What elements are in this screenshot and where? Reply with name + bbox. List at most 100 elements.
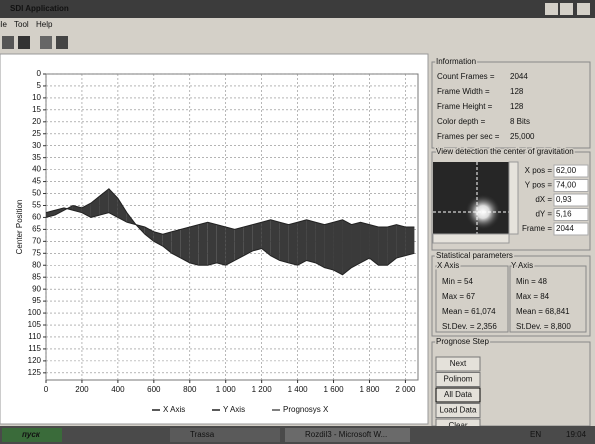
y-tick-label: 20: [32, 117, 41, 126]
x-tick-label: 1 400: [288, 385, 309, 394]
stat-row: Min = 48: [516, 277, 547, 286]
window-title: SDI Application: [10, 4, 69, 13]
stat-row: St.Dev. = 2,356: [442, 322, 497, 331]
info-label: Color depth =: [437, 117, 486, 126]
view-label: dY =: [535, 210, 552, 219]
minimize-button[interactable]: [545, 3, 558, 15]
y-tick-label: 120: [28, 356, 42, 365]
close-button[interactable]: [577, 3, 590, 15]
app-window: SDI ApplicationFileToolHelp0510152025303…: [0, 0, 595, 444]
y-axis-label: Center Position: [15, 200, 24, 255]
y-tick-label: 40: [32, 165, 41, 174]
button-label: All Data: [444, 390, 473, 399]
stat-row: Mean = 61,074: [442, 307, 496, 316]
button-label: Load Data: [440, 406, 477, 415]
y-tick-label: 105: [28, 320, 42, 329]
y-tick-label: 80: [32, 260, 41, 269]
gap-fill: [396, 225, 405, 258]
menu-item: File: [0, 20, 7, 29]
y-tick-label: 50: [32, 189, 41, 198]
y-tick-label: 60: [32, 213, 41, 222]
gap-fill: [253, 222, 262, 251]
gap-fill: [378, 227, 387, 265]
x-tick-label: 600: [147, 385, 161, 394]
info-value: 25,000: [510, 132, 535, 141]
y-tick-label: 70: [32, 236, 41, 245]
view-label: Y pos =: [525, 181, 553, 190]
y-tick-label: 115: [28, 344, 41, 353]
x-tick-label: 200: [75, 385, 89, 394]
info-label: Frame Height =: [437, 102, 493, 111]
h-scrollbar[interactable]: [433, 234, 509, 243]
gap-fill: [217, 225, 226, 266]
group-title: Information: [436, 57, 476, 66]
menu-item: Help: [36, 20, 53, 29]
info-value: 128: [510, 87, 524, 96]
y-tick-label: 125: [28, 368, 42, 377]
y-tick-label: 65: [32, 225, 41, 234]
info-value: 2044: [510, 72, 528, 81]
title-bar: [0, 0, 595, 18]
x-tick-label: 1 200: [252, 385, 273, 394]
gap-fill: [181, 227, 190, 263]
x-tick-label: 1 600: [324, 385, 345, 394]
page: {"window": {"title": "SDI Application", …: [0, 0, 595, 444]
stat-row: Max = 84: [516, 292, 550, 301]
clock: 19:04: [566, 430, 587, 439]
y-tick-label: 95: [32, 296, 41, 305]
open-icon[interactable]: [2, 36, 14, 49]
gap-fill: [352, 222, 361, 267]
gap-fill: [199, 222, 208, 265]
gap-fill: [208, 222, 217, 265]
stat-row: Min = 54: [442, 277, 473, 286]
gap-fill: [289, 222, 298, 265]
info-label: Frames per sec =: [437, 132, 500, 141]
save-icon[interactable]: [18, 36, 30, 49]
maximize-button[interactable]: [560, 3, 573, 15]
view-label: Frame =: [522, 224, 552, 233]
y-tick-label: 5: [37, 81, 42, 90]
stat-title: X Axis: [437, 261, 459, 270]
y-tick-label: 0: [37, 69, 42, 78]
info-label: Frame Width =: [437, 87, 490, 96]
task-label: Rozdil3 - Microsoft W...: [305, 430, 387, 439]
gap-fill: [271, 220, 280, 261]
legend-label: X Axis: [163, 405, 185, 414]
view-value: 62,00: [556, 166, 577, 175]
y-tick-label: 35: [32, 153, 41, 162]
y-tick-label: 90: [32, 284, 41, 293]
gap-fill: [226, 227, 235, 265]
task-label: Trassa: [190, 430, 215, 439]
legend-label: Y Axis: [223, 405, 245, 414]
gap-fill: [325, 222, 334, 270]
group-title: Prognose Step: [436, 337, 489, 346]
view-label: X pos =: [525, 166, 553, 175]
v-scrollbar[interactable]: [509, 162, 518, 234]
stat-row: Mean = 68,841: [516, 307, 570, 316]
button-label: Next: [450, 359, 467, 368]
gap-fill: [360, 222, 369, 263]
y-tick-label: 25: [32, 129, 41, 138]
stat-row: St.Dev. = 8,800: [516, 322, 571, 331]
gap-fill: [244, 225, 253, 256]
view-icon[interactable]: [40, 36, 52, 49]
gap-fill: [334, 220, 343, 275]
y-tick-label: 15: [32, 105, 41, 114]
menu-item: Tool: [14, 20, 29, 29]
gap-fill: [405, 227, 414, 256]
task-trassa[interactable]: [170, 428, 280, 442]
gap-fill: [343, 220, 352, 275]
y-tick-label: 85: [32, 272, 41, 281]
settings-icon[interactable]: [56, 36, 68, 49]
x-tick-label: 2 000: [395, 385, 416, 394]
info-label: Count Frames =: [437, 72, 495, 81]
gap-fill: [298, 220, 307, 265]
view-value: 2044: [556, 224, 574, 233]
group-title: View detection the center of gravitation: [436, 147, 574, 156]
gap-fill: [280, 222, 289, 263]
info-value: 128: [510, 102, 524, 111]
gap-fill: [235, 227, 244, 260]
y-tick-label: 55: [32, 201, 41, 210]
y-tick-label: 75: [32, 248, 41, 257]
view-value: 5,16: [556, 210, 572, 219]
